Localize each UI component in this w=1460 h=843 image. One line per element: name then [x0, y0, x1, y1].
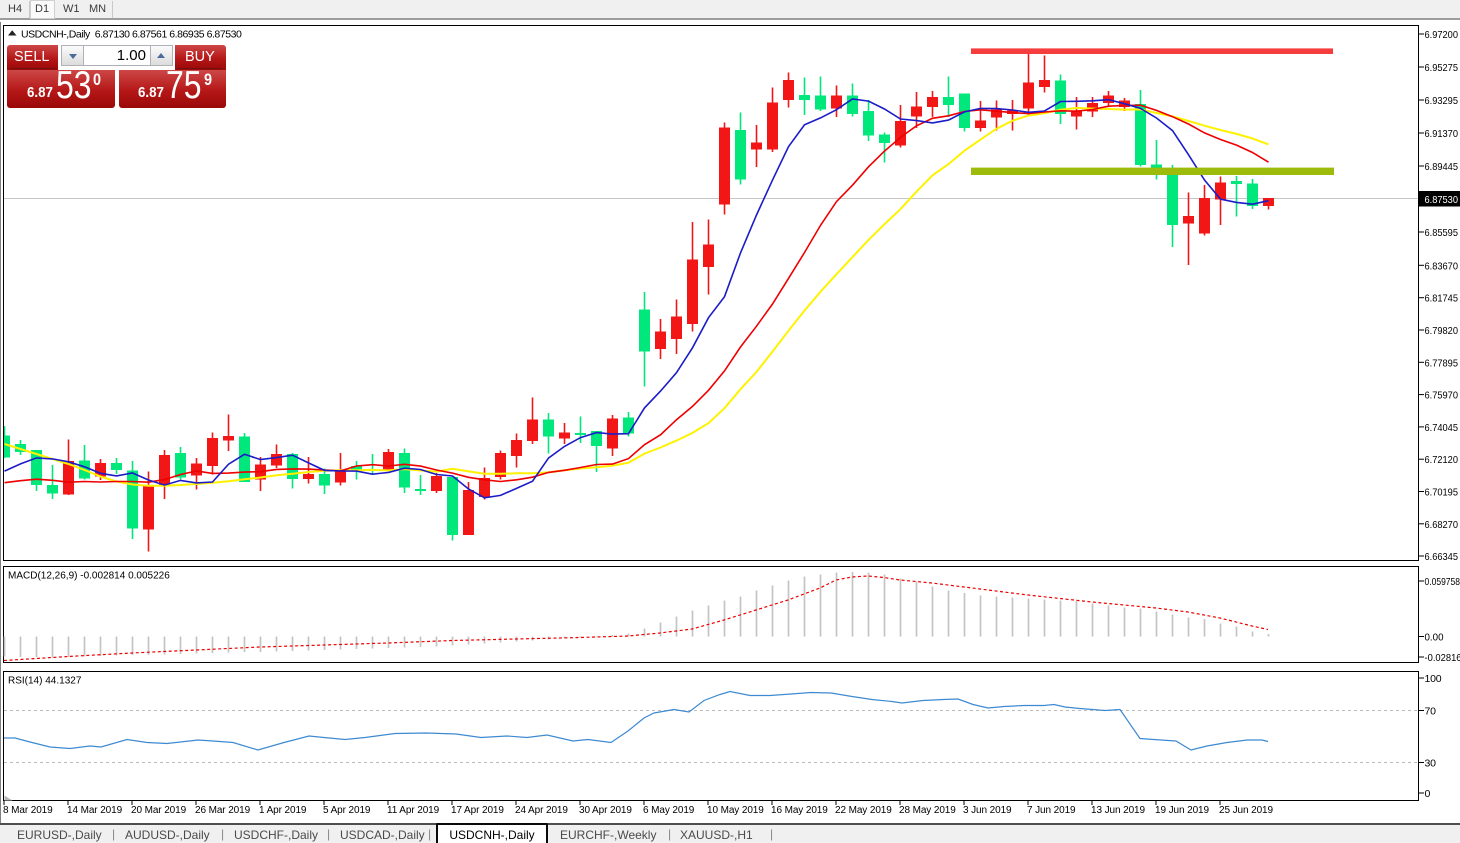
svg-text:6.75970: 6.75970 — [1425, 390, 1459, 402]
svg-text:30 Apr 2019: 30 Apr 2019 — [579, 805, 632, 816]
svg-text:6.87530: 6.87530 — [1425, 194, 1459, 206]
svg-text:10 May 2019: 10 May 2019 — [707, 805, 764, 816]
svg-text:70: 70 — [1425, 706, 1437, 718]
svg-text:6.81745: 6.81745 — [1425, 293, 1459, 305]
svg-text:22 May 2019: 22 May 2019 — [835, 805, 892, 816]
svg-text:24 Apr 2019: 24 Apr 2019 — [515, 805, 568, 816]
svg-text:5 Apr 2019: 5 Apr 2019 — [323, 805, 371, 816]
svg-text:6.91370: 6.91370 — [1425, 128, 1459, 140]
svg-text:28 May 2019: 28 May 2019 — [899, 805, 956, 816]
svg-text:0: 0 — [1425, 788, 1431, 800]
svg-text:30: 30 — [1425, 758, 1437, 770]
svg-text:6.70195: 6.70195 — [1425, 487, 1459, 499]
svg-text:0.00: 0.00 — [1425, 632, 1444, 644]
svg-text:16 May 2019: 16 May 2019 — [771, 805, 828, 816]
svg-text:6.93295: 6.93295 — [1425, 95, 1459, 107]
svg-text:8 Mar 2019: 8 Mar 2019 — [3, 805, 53, 816]
svg-text:6.95275: 6.95275 — [1425, 62, 1459, 74]
svg-text:MACD(12,26,9) -0.002814 0.0052: MACD(12,26,9) -0.002814 0.005226 — [8, 571, 170, 582]
svg-text:USDCNH-,Daily 6.87130 6.87561: USDCNH-,Daily 6.87130 6.87561 6.86935 6.… — [21, 29, 242, 41]
svg-text:6.66345: 6.66345 — [1425, 551, 1459, 563]
svg-text:RSI(14) 44.1327: RSI(14) 44.1327 — [8, 676, 82, 687]
svg-text:6.79820: 6.79820 — [1425, 325, 1459, 337]
svg-text:17 Apr 2019: 17 Apr 2019 — [451, 805, 504, 816]
svg-text:13 Jun 2019: 13 Jun 2019 — [1091, 805, 1145, 816]
svg-text:14 Mar 2019: 14 Mar 2019 — [67, 805, 123, 816]
svg-text:6 May 2019: 6 May 2019 — [643, 805, 695, 816]
svg-text:6.72120: 6.72120 — [1425, 454, 1459, 466]
svg-text:19 Jun 2019: 19 Jun 2019 — [1155, 805, 1209, 816]
svg-text:6.77895: 6.77895 — [1425, 357, 1459, 369]
svg-text:6.83670: 6.83670 — [1425, 260, 1459, 272]
svg-text:0.059758: 0.059758 — [1425, 576, 1460, 588]
svg-text:6.85595: 6.85595 — [1425, 227, 1459, 239]
svg-text:25 Jun 2019: 25 Jun 2019 — [1219, 805, 1273, 816]
svg-text:7 Jun 2019: 7 Jun 2019 — [1027, 805, 1076, 816]
svg-text:6.97200: 6.97200 — [1425, 29, 1459, 41]
svg-text:3 Jun 2019: 3 Jun 2019 — [963, 805, 1012, 816]
svg-text:26 Mar 2019: 26 Mar 2019 — [195, 805, 251, 816]
svg-text:6.89445: 6.89445 — [1425, 161, 1459, 173]
svg-text:-0.02816: -0.02816 — [1425, 652, 1460, 664]
svg-text:11 Apr 2019: 11 Apr 2019 — [387, 805, 440, 816]
svg-text:6.68270: 6.68270 — [1425, 519, 1459, 531]
svg-text:100: 100 — [1425, 673, 1442, 685]
svg-text:1 Apr 2019: 1 Apr 2019 — [259, 805, 307, 816]
svg-text:20 Mar 2019: 20 Mar 2019 — [131, 805, 187, 816]
svg-text:6.74045: 6.74045 — [1425, 422, 1459, 434]
